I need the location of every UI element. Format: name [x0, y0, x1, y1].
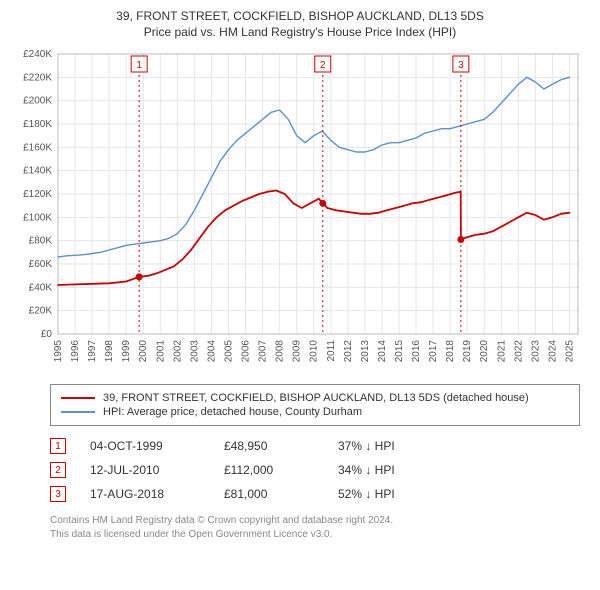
y-tick-label: £20K [29, 306, 53, 317]
sales-row: 1 04-OCT-1999 £48,950 37% ↓ HPI [50, 434, 580, 458]
x-tick-label: 2012 [343, 340, 354, 363]
y-tick-label: £120K [23, 189, 52, 200]
sale-marker-badge-num: 3 [458, 60, 464, 71]
x-tick-label: 2013 [360, 340, 371, 363]
sale-price: £81,000 [224, 487, 314, 501]
line-chart: £0 £20K £40K £60K £80K £100K £120K £140K £160K £1… [10, 46, 590, 376]
x-tick-label: 2002 [172, 340, 183, 363]
x-tick-label: 2014 [377, 340, 388, 363]
legend-item: 39, FRONT STREET, COCKFIELD, BISHOP AUCK… [61, 391, 569, 405]
x-tick-label: 2005 [223, 340, 234, 363]
x-tick-label: 2016 [411, 340, 422, 363]
y-tick-label: £80K [29, 236, 53, 247]
sale-date: 12-JUL-2010 [90, 463, 200, 477]
legend-item: HPI: Average price, detached house, Coun… [61, 405, 569, 419]
sale-marker-point [319, 200, 326, 207]
y-tick-label: £220K [23, 73, 52, 84]
chart-title-block: 39, FRONT STREET, COCKFIELD, BISHOP AUCK… [10, 8, 590, 40]
chart-area: £0 £20K £40K £60K £80K £100K £120K £140K £160K £1… [10, 46, 590, 376]
x-tick-label: 2007 [258, 340, 269, 363]
x-tick-label: 2011 [326, 340, 337, 362]
x-tick-label: 2022 [513, 340, 524, 363]
x-tick-label: 2009 [292, 340, 303, 363]
x-tick-label: 2018 [445, 340, 456, 363]
sale-price: £48,950 [224, 439, 314, 453]
legend-swatch [61, 411, 95, 413]
x-tick-label: 2025 [564, 340, 575, 363]
sale-marker-point [136, 274, 143, 281]
y-tick-label: £180K [23, 119, 52, 130]
sale-delta: 37% ↓ HPI [338, 439, 438, 453]
x-tick-label: 2003 [189, 340, 200, 363]
title-line2: Price paid vs. HM Land Registry's House … [10, 24, 590, 40]
sales-row: 2 12-JUL-2010 £112,000 34% ↓ HPI [50, 458, 580, 482]
x-tick-label: 2010 [309, 340, 320, 363]
sale-badge: 2 [50, 462, 66, 478]
sales-table: 1 04-OCT-1999 £48,950 37% ↓ HPI 2 12-JUL-2010… [50, 434, 580, 506]
y-tick-label: £0 [41, 329, 53, 340]
legend-label: 39, FRONT STREET, COCKFIELD, BISHOP AUCK… [103, 392, 529, 404]
x-tick-label: 1999 [121, 340, 132, 363]
x-tick-label: 1996 [70, 340, 81, 363]
legend-label: HPI: Average price, detached house, Coun… [103, 406, 362, 418]
x-tick-label: 2015 [394, 340, 405, 363]
y-tick-label: £160K [23, 143, 52, 154]
sale-delta: 52% ↓ HPI [338, 487, 438, 501]
x-tick-label: 1997 [87, 340, 98, 363]
sale-date: 17-AUG-2018 [90, 487, 200, 501]
x-tick-label: 2019 [462, 340, 473, 363]
sale-date: 04-OCT-1999 [90, 439, 200, 453]
footer-attribution: Contains HM Land Registry data © Crown c… [50, 514, 580, 541]
y-tick-label: £60K [29, 259, 53, 270]
title-line1: 39, FRONT STREET, COCKFIELD, BISHOP AUCK… [10, 8, 590, 24]
footer-line2: This data is licensed under the Open Gov… [50, 528, 580, 542]
x-tick-label: 2024 [547, 340, 558, 363]
x-tick-label: 2008 [275, 340, 286, 363]
x-tick-label: 2006 [241, 340, 252, 363]
x-tick-label: 2004 [206, 340, 217, 363]
x-tick-label: 2023 [530, 340, 541, 363]
legend-swatch [61, 397, 95, 399]
x-tick-label: 2020 [479, 340, 490, 363]
sale-marker-point [457, 236, 464, 243]
x-tick-label: 2001 [155, 340, 166, 363]
x-tick-label: 2021 [496, 340, 507, 363]
y-tick-label: £40K [29, 283, 53, 294]
sale-marker-badge-num: 2 [320, 60, 326, 71]
sale-badge: 1 [50, 438, 66, 454]
legend: 39, FRONT STREET, COCKFIELD, BISHOP AUCK… [50, 384, 580, 426]
x-tick-label: 1995 [53, 340, 64, 363]
y-tick-label: £140K [23, 166, 52, 177]
y-tick-label: £200K [23, 96, 52, 107]
footer-line1: Contains HM Land Registry data © Crown c… [50, 514, 580, 528]
sale-badge: 3 [50, 486, 66, 502]
sale-price: £112,000 [224, 463, 314, 477]
x-tick-label: 2000 [138, 340, 149, 363]
x-tick-label: 1998 [104, 340, 115, 363]
x-tick-label: 2017 [428, 340, 439, 363]
sale-marker-badge-num: 1 [136, 60, 142, 71]
y-tick-label: £240K [23, 49, 52, 60]
sales-row: 3 17-AUG-2018 £81,000 52% ↓ HPI [50, 482, 580, 506]
y-tick-label: £100K [23, 213, 52, 224]
sale-delta: 34% ↓ HPI [338, 463, 438, 477]
